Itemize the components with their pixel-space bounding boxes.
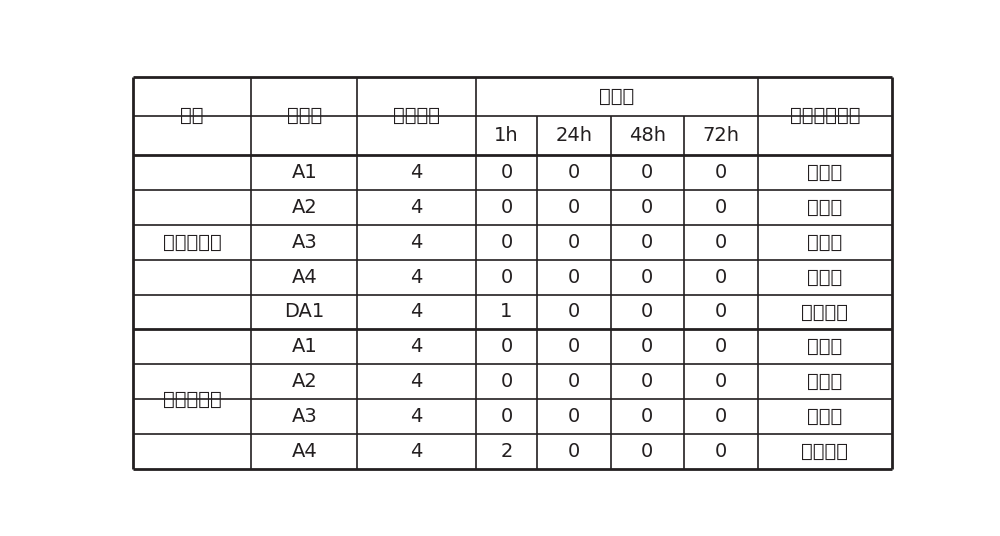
Text: A1: A1 xyxy=(291,163,317,182)
Text: 0: 0 xyxy=(568,163,580,182)
Text: 0: 0 xyxy=(568,267,580,287)
Text: A3: A3 xyxy=(291,233,317,252)
Text: 4: 4 xyxy=(410,407,423,426)
Text: 无刺激: 无刺激 xyxy=(807,337,842,356)
Text: 0: 0 xyxy=(500,407,512,426)
Text: 0: 0 xyxy=(568,198,580,217)
Text: 皮肤刺激强度: 皮肤刺激强度 xyxy=(790,107,860,125)
Text: A2: A2 xyxy=(291,372,317,391)
Text: 0: 0 xyxy=(500,372,512,391)
Text: 4: 4 xyxy=(410,233,423,252)
Text: 完整皮肤组: 完整皮肤组 xyxy=(163,233,221,252)
Text: 分值和: 分值和 xyxy=(599,87,634,106)
Text: 0: 0 xyxy=(500,337,512,356)
Text: 0: 0 xyxy=(715,407,727,426)
Text: 无刺激: 无刺激 xyxy=(807,407,842,426)
Text: 无刺激: 无刺激 xyxy=(807,267,842,287)
Text: 无刺激: 无刺激 xyxy=(807,198,842,217)
Text: 0: 0 xyxy=(568,407,580,426)
Text: 无刺激: 无刺激 xyxy=(807,372,842,391)
Text: 0: 0 xyxy=(715,163,727,182)
Text: 0: 0 xyxy=(641,302,653,322)
Text: 0: 0 xyxy=(641,337,653,356)
Text: 家兔数量: 家兔数量 xyxy=(393,107,440,125)
Text: 4: 4 xyxy=(410,442,423,461)
Text: 0: 0 xyxy=(568,337,580,356)
Text: 组别: 组别 xyxy=(180,107,204,125)
Text: 0: 0 xyxy=(641,198,653,217)
Text: A2: A2 xyxy=(291,198,317,217)
Text: 无刺激: 无刺激 xyxy=(807,163,842,182)
Text: 4: 4 xyxy=(410,198,423,217)
Text: 4: 4 xyxy=(410,163,423,182)
Text: 0: 0 xyxy=(500,163,512,182)
Text: 创伤皮肤组: 创伤皮肤组 xyxy=(163,390,221,408)
Text: 0: 0 xyxy=(715,198,727,217)
Text: 4: 4 xyxy=(410,302,423,322)
Text: 涂抹物: 涂抹物 xyxy=(287,107,322,125)
Text: 0: 0 xyxy=(568,302,580,322)
Text: 48h: 48h xyxy=(629,126,666,145)
Text: 0: 0 xyxy=(568,372,580,391)
Text: 4: 4 xyxy=(410,337,423,356)
Text: 0: 0 xyxy=(715,302,727,322)
Text: 4: 4 xyxy=(410,267,423,287)
Text: 1: 1 xyxy=(500,302,513,322)
Text: 0: 0 xyxy=(500,267,512,287)
Text: 0: 0 xyxy=(715,372,727,391)
Text: A1: A1 xyxy=(291,337,317,356)
Text: 0: 0 xyxy=(500,233,512,252)
Text: 4: 4 xyxy=(410,372,423,391)
Text: 0: 0 xyxy=(715,337,727,356)
Text: 无刺激: 无刺激 xyxy=(807,233,842,252)
Text: 0: 0 xyxy=(715,442,727,461)
Text: A4: A4 xyxy=(291,267,317,287)
Text: 0: 0 xyxy=(641,233,653,252)
Text: 0: 0 xyxy=(715,267,727,287)
Text: 0: 0 xyxy=(641,442,653,461)
Text: 0: 0 xyxy=(641,267,653,287)
Text: 0: 0 xyxy=(641,163,653,182)
Text: 0: 0 xyxy=(641,372,653,391)
Text: 0: 0 xyxy=(641,407,653,426)
Text: 1h: 1h xyxy=(494,126,519,145)
Text: 72h: 72h xyxy=(702,126,739,145)
Text: A4: A4 xyxy=(291,442,317,461)
Text: 轻微刺激: 轻微刺激 xyxy=(801,302,848,322)
Text: 0: 0 xyxy=(568,233,580,252)
Text: DA1: DA1 xyxy=(284,302,324,322)
Text: 0: 0 xyxy=(568,442,580,461)
Text: 0: 0 xyxy=(715,233,727,252)
Text: 0: 0 xyxy=(500,198,512,217)
Text: 2: 2 xyxy=(500,442,513,461)
Text: 24h: 24h xyxy=(555,126,592,145)
Text: 轻微刺激: 轻微刺激 xyxy=(801,442,848,461)
Text: A3: A3 xyxy=(291,407,317,426)
